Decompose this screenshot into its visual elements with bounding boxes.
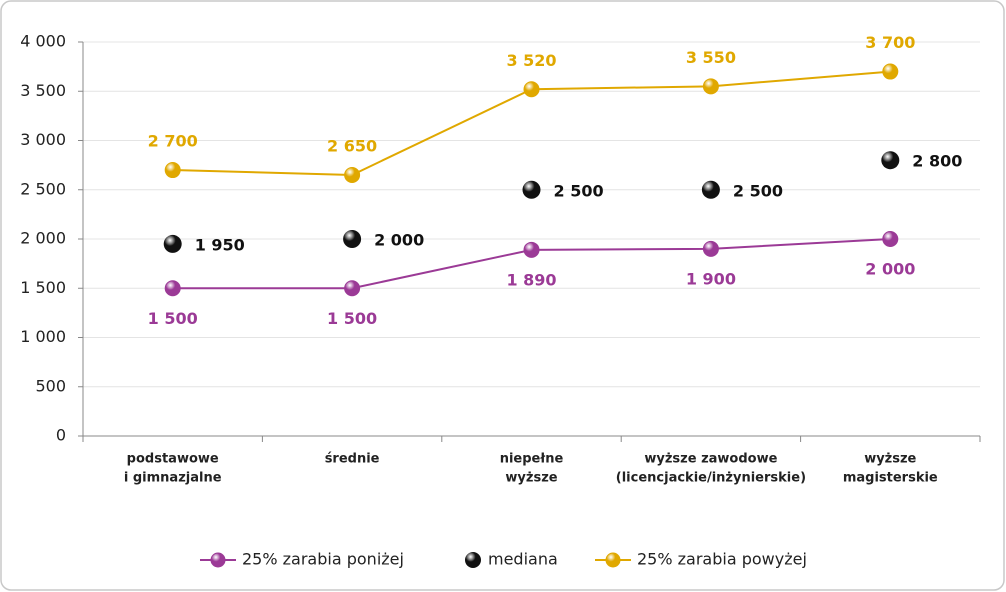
data-label: 2 800 [912,152,962,171]
data-label: 2 500 [733,181,783,200]
data-label: 3 550 [686,48,736,67]
marker [164,162,181,179]
x-tick-label: (licencjackie/inżynierskie) [616,471,806,486]
y-tick-label: 2 000 [20,229,66,248]
marker [523,241,540,258]
y-tick-label: 0 [56,426,66,445]
y-tick-label: 3 500 [20,81,66,100]
x-tick-label: niepełne [500,452,564,467]
y-tick-label: 4 000 [20,32,66,51]
data-label: 3 700 [865,33,915,52]
y-tick-label: 2 500 [20,179,66,198]
x-tick-label: podstawowe [127,452,219,467]
marker [881,151,900,170]
data-label: 2 500 [554,181,604,200]
legend-label: mediana [488,550,558,569]
marker [882,63,899,80]
marker [702,78,719,95]
data-label: 1 890 [506,270,556,289]
y-tick-label: 3 000 [20,130,66,149]
y-tick-label: 1 000 [20,327,66,346]
data-label: 1 500 [148,309,198,328]
y-tick-label: 1 500 [20,278,66,297]
x-tick-label: wyższe zawodowe [644,452,777,467]
marker [164,280,181,297]
marker [343,230,362,248]
marker [523,81,540,98]
data-label: 1 950 [195,235,245,254]
data-label: 2 650 [327,136,377,155]
data-label: 3 520 [506,51,556,70]
marker [882,231,899,247]
x-tick-label: i gimnazjalne [124,471,222,486]
x-tick-label: wyższe [864,452,916,467]
y-tick-label: 500 [35,376,66,395]
marker [163,234,182,253]
legend-marker [210,552,226,568]
marker [522,180,541,199]
marker [344,166,361,183]
legend-marker [605,552,621,568]
x-tick-label: średnie [325,452,380,467]
legend-label: 25% zarabia powyżej [637,550,807,569]
data-label: 1 500 [327,309,377,328]
data-label: 2 000 [865,260,915,279]
x-tick-label: magisterskie [843,471,938,486]
legend-label: 25% zarabia poniżej [242,550,404,569]
data-label: 2 700 [148,132,198,151]
marker [701,180,720,199]
data-label: 2 000 [374,231,424,250]
marker [702,240,719,257]
x-tick-label: wyższe [505,471,557,486]
legend-marker [465,552,481,568]
data-label: 1 900 [686,269,736,288]
marker [344,280,361,297]
